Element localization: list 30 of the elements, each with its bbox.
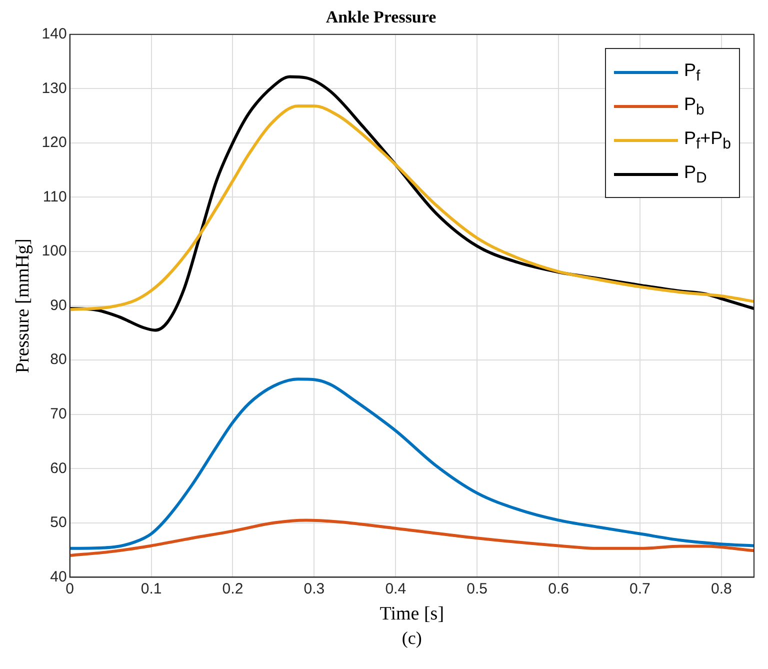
x-tick-label: 0.8 [710, 580, 732, 598]
x-tick-label: 0.7 [630, 580, 650, 598]
x-tick-label: 0.2 [222, 580, 244, 598]
x-tick-label: 0.3 [304, 580, 325, 598]
x-tick-label: 0.5 [466, 580, 488, 598]
legend-label: P$_{f}$ [684, 60, 700, 85]
y-axis-title: Pressure [mmHg] [12, 238, 34, 374]
y-tick-label: 90 [50, 296, 67, 314]
line-series [70, 518, 754, 557]
y-tick-label: 130 [42, 80, 67, 97]
y-tick-label: 100 [42, 242, 67, 260]
y-tick-label: 40 [50, 568, 67, 586]
x-tick-label: 0.4 [385, 580, 406, 598]
y-tick-label: 140 [42, 26, 67, 43]
x-axis-title: Time [s] [380, 604, 444, 625]
legend-label: P$_{f}$+P$_{b}$ [684, 128, 731, 153]
y-tick-label: 80 [50, 351, 67, 368]
y-tick-label: 50 [50, 514, 67, 532]
y-tick-label: 120 [42, 134, 67, 152]
y-tick-label: 110 [42, 188, 67, 206]
chart-title: Ankle Pressure [326, 8, 437, 27]
x-tick-label: 0.6 [548, 580, 569, 598]
x-tick-label: 0.1 [140, 580, 162, 598]
text: (c) [400, 628, 423, 649]
y-tick-label: 60 [50, 460, 67, 477]
line-series [70, 378, 754, 550]
y-tick-label: 70 [50, 406, 67, 422]
x-tick-label: 0 [66, 580, 74, 598]
legend-label: P$_{b}$ [684, 94, 704, 119]
legend-label: P$_{D}$ [684, 162, 707, 187]
